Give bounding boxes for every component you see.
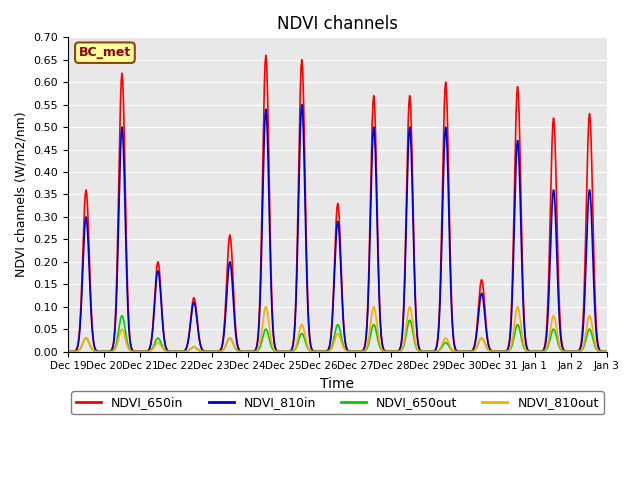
NDVI_810out (64, 348, 72, 354)
NDVI_810out (184, 348, 192, 354)
NDVI_810out (262, 304, 269, 310)
Text: BC_met: BC_met (79, 46, 131, 59)
NDVI_650in (74, 342, 82, 348)
NDVI_810out (74, 348, 82, 354)
NDVI_810out (129, 348, 137, 354)
NDVI_810in (298, 102, 306, 108)
NDVI_650out (130, 348, 138, 354)
NDVI_650out (213, 348, 221, 354)
NDVI_650out (118, 313, 126, 319)
NDVI_810in (129, 348, 137, 354)
NDVI_650in (129, 348, 137, 354)
NDVI_810out (212, 348, 220, 354)
NDVI_810in (184, 340, 192, 346)
NDVI_650in (603, 348, 611, 354)
NDVI_810in (603, 348, 611, 354)
Line: NDVI_810out: NDVI_810out (68, 307, 607, 351)
NDVI_650out (185, 348, 193, 353)
NDVI_650in (212, 348, 220, 354)
NDVI_810out (419, 348, 427, 354)
NDVI_810in (419, 348, 427, 354)
NDVI_650out (419, 348, 427, 354)
NDVI_810in (404, 172, 412, 178)
NDVI_650in (184, 339, 192, 345)
NDVI_650in (64, 348, 72, 354)
NDVI_650in (262, 52, 269, 58)
Line: NDVI_810in: NDVI_810in (68, 105, 607, 351)
Line: NDVI_650out: NDVI_650out (68, 316, 607, 351)
NDVI_810out (404, 313, 412, 319)
NDVI_650in (404, 148, 412, 154)
Title: NDVI channels: NDVI channels (277, 15, 398, 33)
NDVI_810in (74, 343, 82, 349)
NDVI_650in (419, 348, 427, 354)
NDVI_650out (603, 348, 611, 354)
NDVI_650out (64, 348, 72, 354)
NDVI_650out (74, 348, 82, 354)
Line: NDVI_650in: NDVI_650in (68, 55, 607, 351)
Legend: NDVI_650in, NDVI_810in, NDVI_650out, NDVI_810out: NDVI_650in, NDVI_810in, NDVI_650out, NDV… (71, 391, 604, 414)
Y-axis label: NDVI channels (W/m2/nm): NDVI channels (W/m2/nm) (15, 112, 28, 277)
X-axis label: Time: Time (321, 377, 355, 391)
NDVI_650out (404, 324, 412, 330)
NDVI_810in (64, 348, 72, 354)
NDVI_810out (603, 348, 611, 354)
NDVI_810in (212, 348, 220, 354)
